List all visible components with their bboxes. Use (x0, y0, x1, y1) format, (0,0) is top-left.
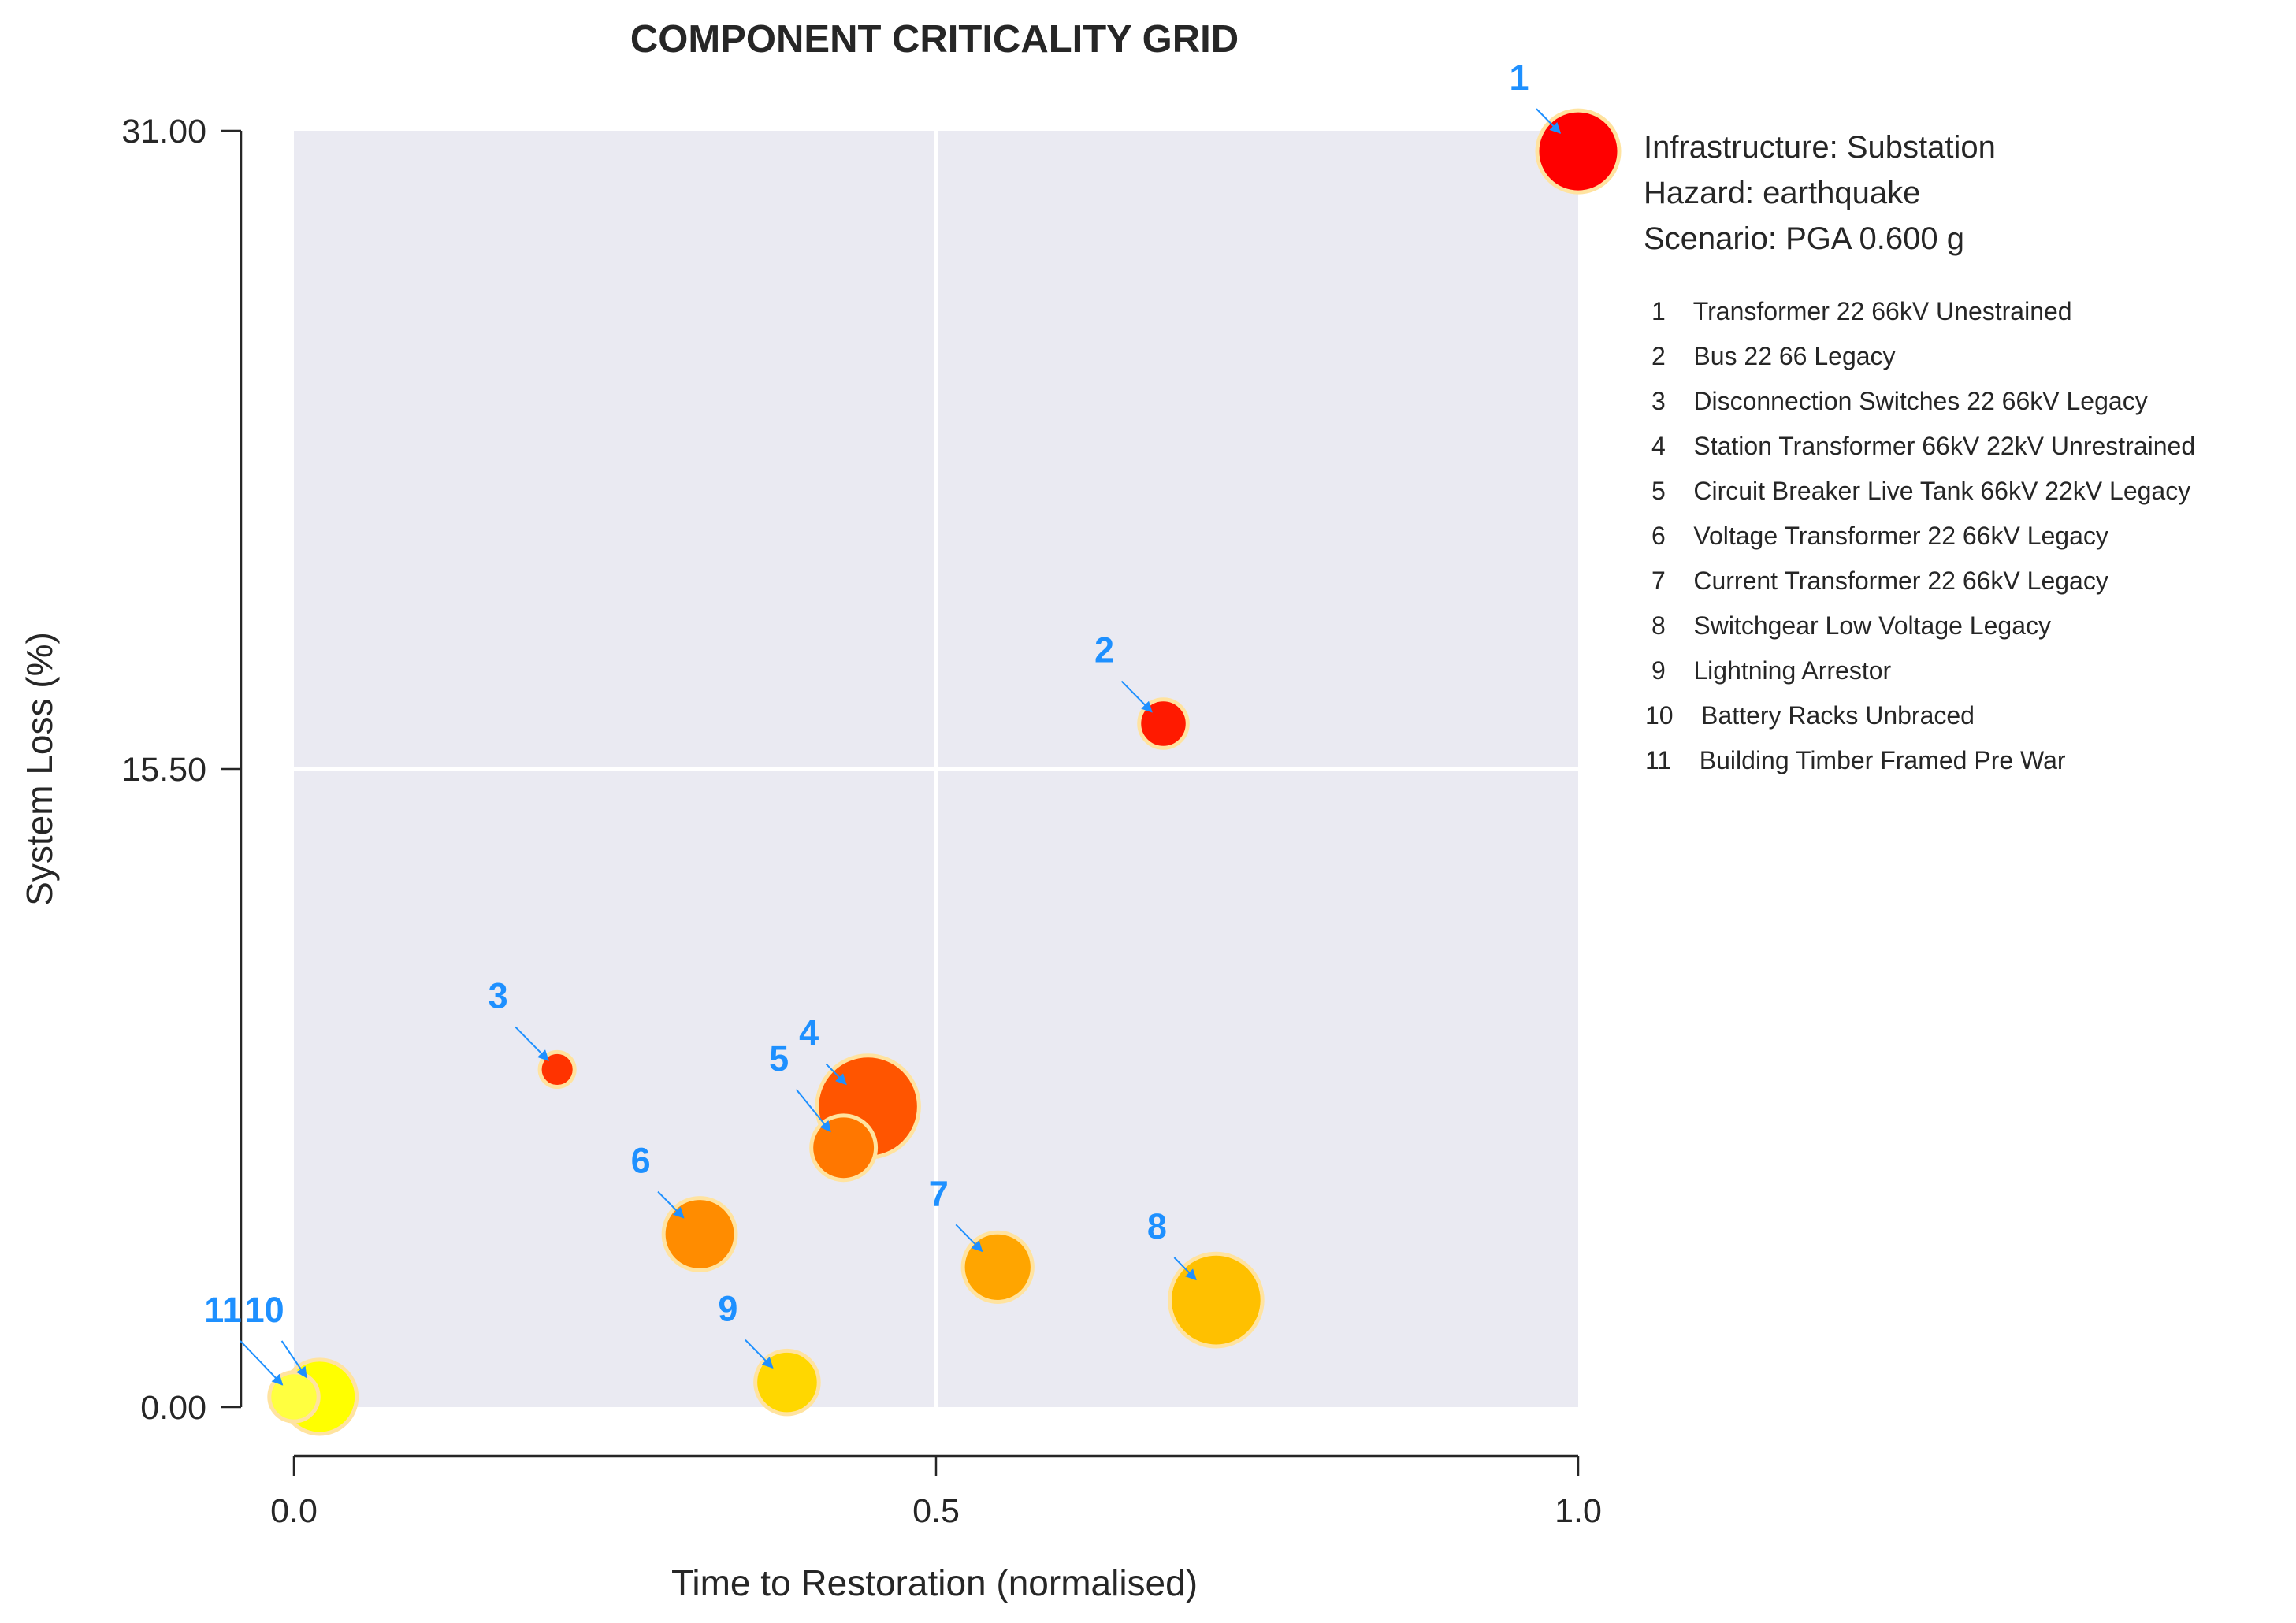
annotation-arrow-9 (745, 1339, 774, 1369)
info-infrastructure: Infrastructure: Substation (1644, 130, 1996, 165)
annotation-arrow-11 (240, 1340, 284, 1386)
bubble-label-3: 3 (489, 975, 508, 1016)
annotation-arrow-4 (825, 1063, 847, 1086)
y-tick-label: 31.00 (121, 113, 206, 150)
annotation-arrow-1 (1536, 108, 1562, 134)
annotation-arrow-8 (1173, 1257, 1197, 1281)
bubble-label-1: 1 (1509, 58, 1529, 98)
annotation-arrow-5 (795, 1089, 831, 1133)
y-tick-label: 0.00 (140, 1389, 206, 1427)
y-tick-label: 15.50 (121, 751, 206, 789)
legend-entry-3: 3 Disconnection Switches 22 66kV Legacy (1651, 387, 2148, 415)
legend-entry-9: 9 Lightning Arrestor (1651, 656, 1892, 685)
bubble-label-8: 8 (1147, 1206, 1167, 1246)
annotation-arrow-10 (280, 1340, 307, 1379)
grid-lines (294, 131, 1578, 1407)
bubble-label-7: 7 (929, 1173, 949, 1213)
legend-entry-1: 1 Transformer 22 66kV Unestrained (1651, 297, 2072, 325)
bubble-label-5: 5 (769, 1038, 789, 1079)
info-hazard: Hazard: earthquake (1644, 176, 1920, 210)
legend-entry-10: 10 Battery Racks Unbraced (1645, 701, 1975, 730)
legend-entry-11: 11 Building Timber Framed Pre War (1645, 746, 2066, 774)
legend-entry-7: 7 Current Transformer 22 66kV Legacy (1651, 566, 2108, 595)
bubble-label-9: 9 (718, 1289, 737, 1329)
x-tick-label: 1.0 (1555, 1492, 1602, 1530)
legend-entry-6: 6 Voltage Transformer 22 66kV Legacy (1651, 522, 2108, 550)
legend: 1 Transformer 22 66kV Unestrained 2 Bus … (1645, 297, 2195, 774)
y-ticks: 0.00 15.50 31.00 (121, 113, 241, 1427)
bubble-label-4: 4 (799, 1013, 819, 1053)
y-axis-label: System Loss (%) (19, 632, 60, 906)
legend-entry-5: 5 Circuit Breaker Live Tank 66kV 22kV Le… (1651, 477, 2190, 505)
legend-entry-2: 2 Bus 22 66 Legacy (1651, 342, 1896, 370)
legend-entry-4: 4 Station Transformer 66kV 22kV Unrestra… (1651, 432, 2195, 460)
chart-title: COMPONENT CRITICALITY GRID (630, 18, 1239, 61)
legend-entry-8: 8 Switchgear Low Voltage Legacy (1651, 611, 2051, 640)
info-scenario: Scenario: PGA 0.600 g (1644, 221, 1964, 256)
bubble-label-6: 6 (631, 1141, 651, 1181)
x-tick-label: 0.5 (912, 1492, 960, 1530)
x-tick-label: 0.0 (270, 1492, 318, 1530)
annotation-arrow-2 (1120, 680, 1153, 713)
info-block: Infrastructure: Substation Hazard: earth… (1644, 130, 1996, 256)
bubble-5 (809, 1113, 879, 1183)
annotation-arrow-7 (955, 1224, 983, 1253)
x-ticks: 0.0 0.5 1.0 (270, 1456, 1602, 1530)
bubble-label-11: 11 (204, 1290, 242, 1330)
x-axis-label: Time to Restoration (normalised) (671, 1562, 1198, 1603)
annotation-arrow-6 (657, 1190, 685, 1219)
bubble-label-2: 2 (1094, 630, 1114, 670)
annotation-arrow-3 (515, 1026, 549, 1061)
bubble-label-10: 10 (245, 1290, 284, 1330)
